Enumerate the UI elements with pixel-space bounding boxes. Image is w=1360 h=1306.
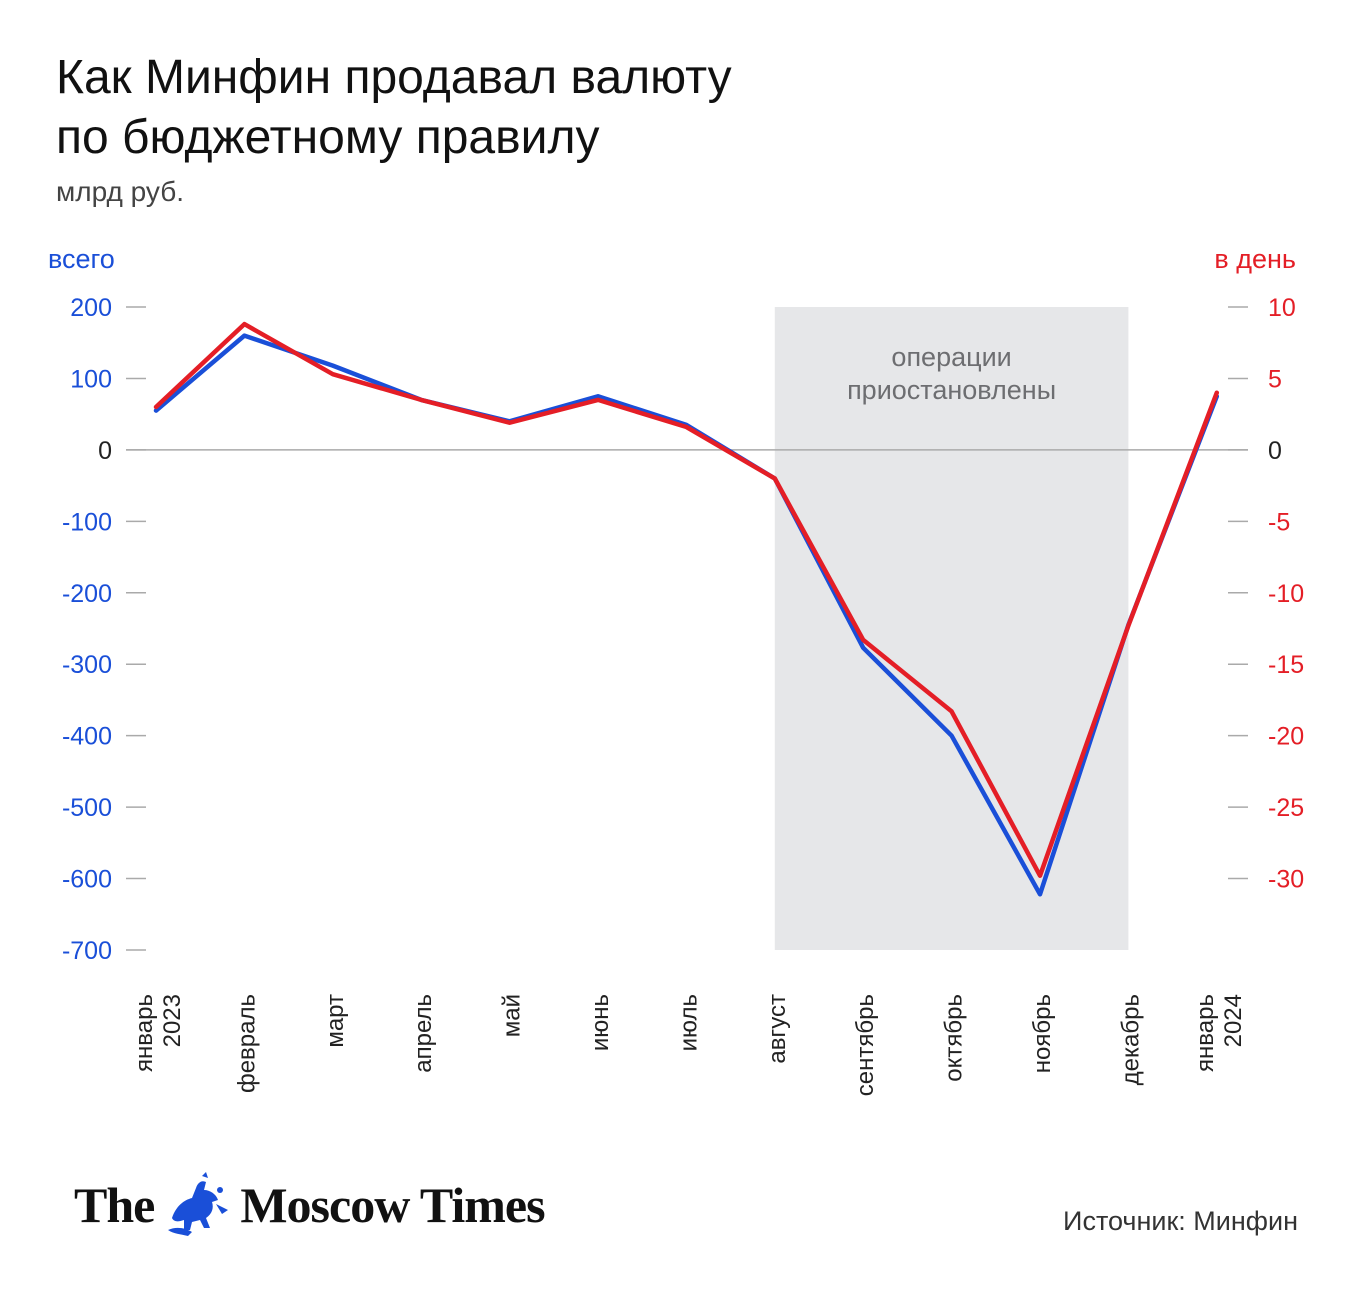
x-axis-label: март <box>322 994 349 1048</box>
x-axis-label: сентябрь <box>852 994 879 1096</box>
x-axis-label: декабрь <box>1117 994 1144 1085</box>
left-axis-tick-label: -100 <box>62 508 112 536</box>
right-axis-tick-label: -15 <box>1268 651 1304 679</box>
x-axis-label: 2024 <box>1220 994 1247 1047</box>
left-axis-tick-label: -600 <box>62 866 112 894</box>
title-line-1: Как Минфин продавал валюту <box>56 51 732 104</box>
annotation-label-line: операции <box>891 342 1011 372</box>
line-chart: операцииприостановлены2001000-100-200-30… <box>62 294 1304 1096</box>
title-line-2: по бюджетному правилу <box>56 111 600 164</box>
x-axis-label: июль <box>675 994 702 1051</box>
right-axis-title: в день <box>1214 244 1296 274</box>
right-axis-tick-label: -10 <box>1268 580 1304 608</box>
chart-subtitle: млрд руб. <box>56 176 185 207</box>
right-axis-tick-label: 5 <box>1268 365 1282 393</box>
left-axis-tick-label: -500 <box>62 794 112 822</box>
left-axis-tick-label: 100 <box>70 365 112 393</box>
right-axis-tick-label: 10 <box>1268 294 1296 322</box>
x-axis-label: май <box>499 994 526 1037</box>
left-axis-tick-label: -700 <box>62 937 112 965</box>
source-note: Источник: Минфин <box>1063 1206 1298 1236</box>
x-axis-label: август <box>764 994 791 1064</box>
x-axis-label: февраль <box>233 994 260 1093</box>
suspension-shade <box>774 307 1129 950</box>
left-axis-tick-label: -400 <box>62 723 112 751</box>
daily-series-line <box>153 321 1220 878</box>
x-axis-label: октябрь <box>941 994 968 1082</box>
logo-text-moscow-times: Moscow Times <box>240 1177 545 1233</box>
x-axis-label: 2023 <box>159 994 186 1047</box>
right-axis-tick-label: -5 <box>1268 508 1290 536</box>
left-axis-title: всего <box>48 244 115 274</box>
left-axis-tick-label: 0 <box>98 437 112 465</box>
right-axis-tick-label: -30 <box>1268 866 1304 894</box>
left-axis-tick-label: 200 <box>70 294 112 322</box>
right-axis-tick-label: 0 <box>1268 437 1282 465</box>
logo-text-the: The <box>74 1177 155 1233</box>
annotation-label-line: приостановлены <box>847 375 1056 405</box>
left-axis-tick-label: -200 <box>62 580 112 608</box>
x-axis-label: ноябрь <box>1029 994 1056 1073</box>
x-axis-label: июнь <box>587 994 614 1051</box>
x-axis-label: январь <box>131 994 158 1072</box>
moscow-times-logo: The Moscow Times <box>74 1170 546 1240</box>
x-axis-label: апрель <box>410 994 437 1073</box>
left-axis-tick-label: -300 <box>62 651 112 679</box>
right-axis-tick-label: -20 <box>1268 723 1304 751</box>
right-axis-tick-label: -25 <box>1268 794 1304 822</box>
chart-title: Как Минфин продавал валюту по бюджетному… <box>56 48 1256 168</box>
x-axis-label: январь <box>1192 994 1219 1072</box>
st-george-emblem-icon <box>168 1172 229 1236</box>
